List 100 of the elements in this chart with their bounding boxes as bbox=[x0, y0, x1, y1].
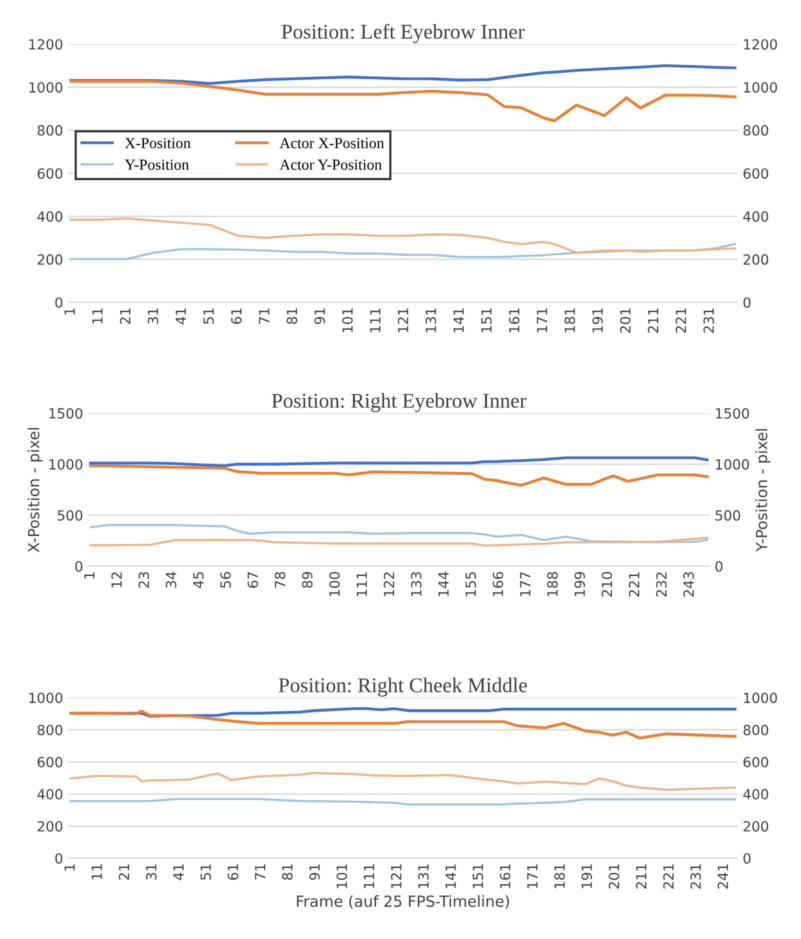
x-tick-label: 1 bbox=[64, 864, 75, 870]
x-tick-label: 61 bbox=[231, 308, 242, 324]
legend-label: Y-Position bbox=[124, 160, 189, 170]
y2-tick-label: 800 bbox=[744, 724, 768, 736]
legend-label: X-Position bbox=[124, 138, 191, 148]
x-tick-label: 31 bbox=[146, 864, 156, 880]
x-tick-label: 122 bbox=[384, 572, 394, 596]
x-tick-label: 21 bbox=[118, 864, 130, 880]
x-tick-label: 51 bbox=[200, 864, 211, 880]
y2-tick-label: 0 bbox=[715, 561, 722, 572]
x-tick-label: 11 bbox=[92, 864, 102, 880]
x-tick-label: 51 bbox=[204, 308, 214, 324]
x-tick-label: 11 bbox=[92, 308, 102, 324]
x-tick-label: 141 bbox=[446, 864, 456, 888]
x-tick-label: 144 bbox=[438, 572, 449, 596]
y-tick-label: 200 bbox=[38, 821, 62, 832]
x-tick-label: 188 bbox=[547, 572, 558, 596]
x-tick-label: 221 bbox=[663, 864, 674, 889]
y-tick-label: 0 bbox=[75, 561, 82, 572]
line-series bbox=[69, 710, 736, 740]
x-tick-label: 41 bbox=[176, 308, 186, 324]
x-tick-label: 121 bbox=[390, 864, 402, 888]
chart-title: Position: Right Eyebrow Inner bbox=[272, 393, 526, 412]
x-tick-label: 199 bbox=[574, 572, 585, 596]
x-tick-label: 71 bbox=[259, 308, 270, 324]
chart-title: Position: Left Eyebrow Inner bbox=[282, 24, 525, 44]
x-tick-label: 41 bbox=[173, 864, 184, 880]
line-series bbox=[69, 80, 736, 122]
legend-label: Actor X-Position bbox=[280, 138, 384, 148]
x-tick-label: 155 bbox=[466, 572, 476, 596]
y-tick-label: 0 bbox=[55, 853, 62, 864]
x-tick-label: 78 bbox=[274, 572, 286, 588]
y-tick-label: 1200 bbox=[29, 39, 62, 50]
y2-tick-label: 600 bbox=[744, 168, 768, 179]
chart-title: Position: Right Cheek Middle bbox=[278, 678, 527, 697]
y2-tick-label: 500 bbox=[716, 510, 740, 521]
y-tick-label: 1500 bbox=[49, 408, 82, 419]
x-tick-label: 161 bbox=[500, 864, 510, 888]
x-tick-label: 241 bbox=[718, 864, 728, 889]
x-tick-label: 211 bbox=[636, 864, 646, 889]
x-tick-label: 231 bbox=[703, 308, 714, 333]
y2-tick-label: 1000 bbox=[744, 692, 778, 704]
x-tick-label: 210 bbox=[602, 572, 612, 597]
y2-tick-label: 1000 bbox=[744, 82, 778, 93]
y2-axis-title: Y-Position - pixel bbox=[755, 429, 770, 552]
y-tick-label: 500 bbox=[58, 510, 82, 521]
x-tick-label: 191 bbox=[582, 864, 592, 888]
x-tick-label: 221 bbox=[628, 572, 640, 597]
x-tick-label: 171 bbox=[536, 308, 548, 332]
x-tick-label: 101 bbox=[336, 864, 348, 888]
x-tick-label: 111 bbox=[370, 308, 380, 332]
x-tick-label: 191 bbox=[592, 308, 603, 332]
x-tick-label: 133 bbox=[410, 572, 422, 596]
x-tick-label: 151 bbox=[481, 308, 492, 332]
x-tick-label: 89 bbox=[302, 572, 313, 588]
y-tick-label: 200 bbox=[38, 254, 62, 265]
y-tick-label: 1000 bbox=[29, 692, 62, 704]
x-tick-label: 121 bbox=[398, 308, 408, 332]
x-tick-label: 81 bbox=[286, 308, 298, 324]
y2-tick-label: 0 bbox=[744, 853, 750, 864]
x-tick-label: 91 bbox=[314, 308, 325, 324]
x-tick-label: 100 bbox=[329, 572, 340, 596]
y2-tick-label: 800 bbox=[744, 125, 768, 136]
x-tick-label: 67 bbox=[248, 572, 258, 588]
x-tick-label: 56 bbox=[220, 572, 231, 588]
line-series bbox=[70, 217, 736, 254]
y-tick-label: 600 bbox=[38, 756, 62, 768]
x-tick-label: 1 bbox=[64, 308, 75, 315]
x-tick-label: 211 bbox=[648, 308, 658, 333]
x-tick-label: 151 bbox=[472, 864, 484, 888]
x-tick-label: 161 bbox=[508, 308, 520, 332]
x-tick-label: 101 bbox=[342, 308, 353, 332]
x-tick-label: 177 bbox=[520, 572, 530, 596]
x-tick-label: 111 bbox=[356, 572, 367, 596]
x-tick-label: 201 bbox=[620, 308, 631, 333]
legend-label: Actor Y-Position bbox=[280, 160, 382, 170]
x-tick-label: 23 bbox=[138, 572, 150, 588]
y2-tick-label: 200 bbox=[744, 254, 768, 265]
y-tick-label: 1000 bbox=[49, 459, 82, 470]
x-tick-label: 1 bbox=[84, 572, 94, 578]
y2-tick-label: 200 bbox=[744, 821, 768, 832]
x-tick-label: 181 bbox=[554, 864, 565, 888]
x-tick-label: 81 bbox=[282, 864, 293, 880]
y2-tick-label: 1200 bbox=[744, 39, 778, 50]
x-tick-label: 34 bbox=[166, 572, 176, 588]
y-tick-label: 800 bbox=[38, 125, 62, 136]
x-tick-label: 166 bbox=[492, 572, 504, 596]
x-axis-title: Frame (auf 25 FPS-Timeline) bbox=[297, 895, 509, 909]
y2-tick-label: 400 bbox=[743, 211, 768, 222]
x-tick-label: 61 bbox=[228, 864, 238, 880]
x-tick-label: 131 bbox=[426, 308, 436, 332]
y-tick-label: 0 bbox=[55, 297, 62, 308]
x-tick-label: 243 bbox=[683, 572, 694, 597]
x-tick-label: 91 bbox=[309, 864, 320, 880]
x-tick-label: 111 bbox=[364, 864, 374, 888]
y-axis-title: X-Position - pixel bbox=[28, 428, 42, 552]
line-series bbox=[89, 456, 709, 468]
x-tick-label: 181 bbox=[564, 308, 576, 332]
y-tick-label: 400 bbox=[37, 788, 62, 800]
line-series bbox=[70, 772, 736, 791]
